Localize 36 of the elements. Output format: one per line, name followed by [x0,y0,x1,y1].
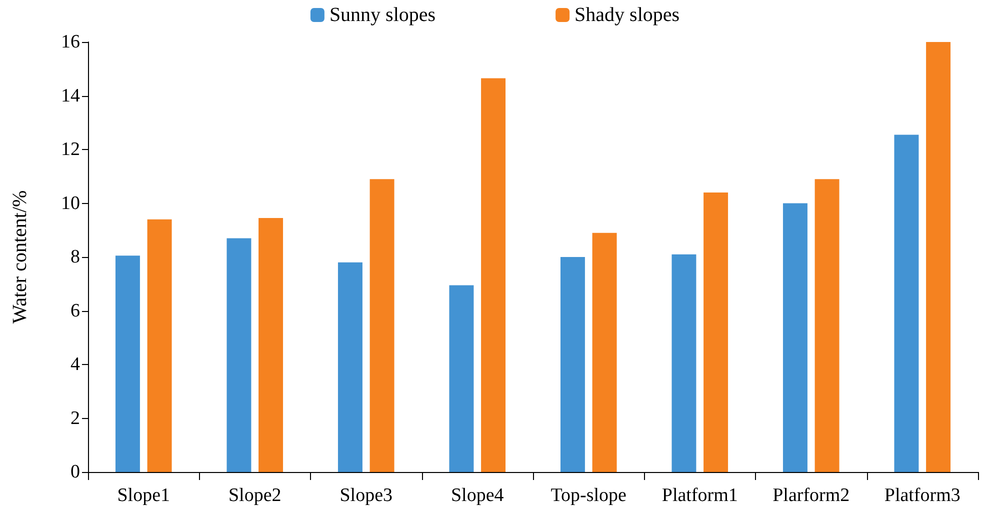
bar [926,42,951,472]
y-tick-label: 10 [61,192,80,214]
bar [226,238,252,472]
bar [481,78,506,472]
bar [258,218,284,472]
bar [782,203,808,472]
bar [370,179,394,472]
x-tick-label: Platform3 [884,485,960,506]
y-tick-label: 8 [70,246,80,268]
x-tick-label: Plarform2 [772,485,850,506]
bar [592,232,617,472]
x-tick-label: Slope2 [228,485,282,506]
bar [115,256,140,472]
bar [672,254,696,472]
x-tick-label: Slope1 [117,485,170,506]
bar [449,285,474,472]
y-tick-label: 6 [70,300,80,322]
y-tick-label: 2 [70,408,80,429]
y-tick-label: 12 [61,139,80,160]
x-tick-label: Top-slope [550,485,626,506]
bar [814,179,840,472]
y-tick-label: 4 [70,354,80,375]
y-axis-title: Water content/% [9,190,31,324]
bar [704,192,728,472]
legend-label: Sunny slopes [329,4,436,26]
y-tick-label: 16 [61,32,80,52]
x-tick-label: Platform1 [662,485,738,506]
bar [894,134,919,472]
bar [560,257,585,472]
bar [147,219,172,472]
y-tick-label: 14 [61,85,80,106]
x-tick-label: Slope3 [340,485,393,506]
x-tick-label: Slope4 [450,485,504,506]
bar [338,262,362,472]
y-tick-label: 0 [70,462,80,482]
legend-label: Shady slopes [574,4,680,26]
